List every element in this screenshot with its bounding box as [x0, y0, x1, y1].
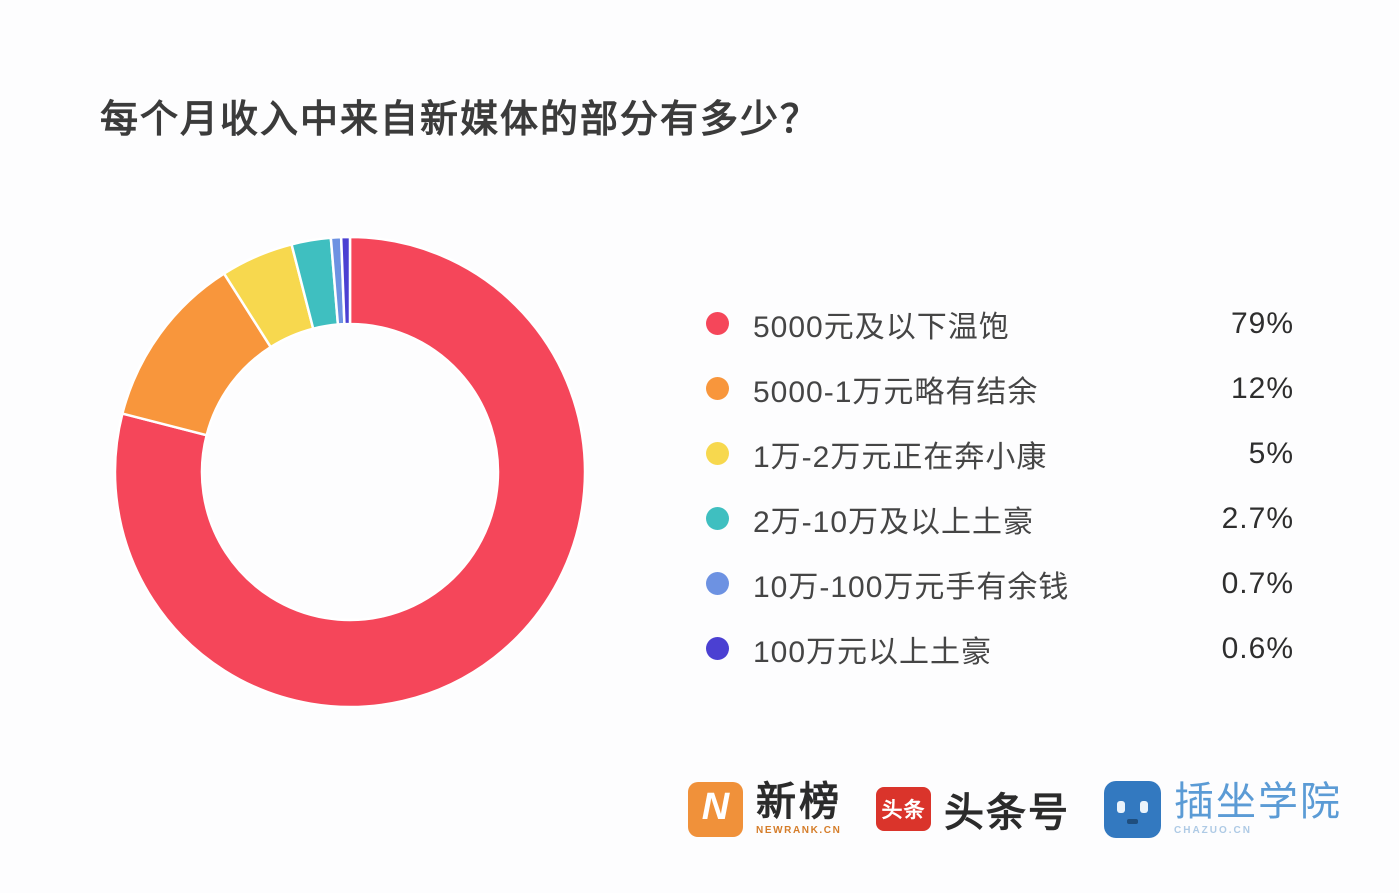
- toutiao-icon-text: 头条: [881, 799, 926, 822]
- legend-label: 10万-100万元手有余钱: [753, 570, 1070, 604]
- legend-row-1: 5000元及以下温饱 79%: [706, 291, 1294, 356]
- robot-eye-right: [1140, 800, 1148, 813]
- legend-value: 5%: [1248, 436, 1294, 470]
- legend-dot: [706, 637, 729, 660]
- legend-value: 2.7%: [1221, 501, 1294, 535]
- legend-row-3: 1万-2万元正在奔小康 5%: [706, 421, 1294, 486]
- legend-row-2: 5000-1万元略有结余 12%: [706, 356, 1294, 421]
- legend-value: 79%: [1230, 306, 1294, 340]
- legend-row-6: 100万元以上土豪 0.6%: [706, 616, 1294, 681]
- legend-value: 0.6%: [1221, 631, 1294, 665]
- legend-value: 0.7%: [1221, 566, 1294, 600]
- chazuo-name: 插坐学院: [1174, 780, 1342, 824]
- robot-face-icon: [1104, 780, 1161, 838]
- toutiao-icon: 头条: [876, 787, 931, 831]
- legend-dot: [706, 442, 729, 465]
- chazuo-subtext: CHAZUO.CN: [1174, 825, 1252, 836]
- legend-dot: [706, 572, 729, 595]
- legend-label: 100万元以上土豪: [753, 635, 993, 669]
- legend-dot: [706, 377, 729, 400]
- toutiao-logo: 头条 头条号: [876, 780, 1070, 838]
- legend-label: 1万-2万元正在奔小康: [753, 440, 1048, 474]
- donut-slice-6: [339, 235, 352, 326]
- chazuo-logo: 插坐学院 CHAZUO.CN: [1104, 780, 1342, 838]
- newrank-subtext: NEWRANK.CN: [756, 825, 842, 836]
- newrank-icon-letter: N: [701, 785, 730, 828]
- legend-label: 5000元及以下温饱: [753, 310, 1010, 344]
- legend-dot: [706, 507, 729, 530]
- robot-mouth: [1127, 818, 1138, 824]
- donut-chart-svg: [113, 235, 587, 709]
- newrank-name: 新榜: [756, 780, 842, 824]
- newrank-logo: N 新榜 NEWRANK.CN: [688, 780, 842, 837]
- legend-value: 12%: [1230, 371, 1294, 405]
- robot-eye-left: [1117, 800, 1125, 813]
- donut-chart: [112, 234, 588, 710]
- chart-legend: 5000元及以下温饱 79% 5000-1万元略有结余 12% 1万-2万元正在…: [706, 291, 1294, 681]
- newrank-lightning-n-icon: N: [688, 781, 743, 837]
- legend-label: 2万-10万及以上土豪: [753, 505, 1035, 539]
- legend-row-4: 2万-10万及以上土豪 2.7%: [706, 486, 1294, 551]
- legend-dot: [706, 312, 729, 335]
- donut-slice-1: [113, 235, 587, 709]
- legend-label: 5000-1万元略有结余: [753, 375, 1039, 409]
- page-title: 每个月收入中来自新媒体的部分有多少？: [100, 99, 821, 141]
- legend-row-5: 10万-100万元手有余钱 0.7%: [706, 551, 1294, 616]
- footer-brands: N 新榜 NEWRANK.CN 头条 头条号 插坐学院 CHAZUO.CN: [688, 774, 1342, 844]
- toutiao-name: 头条号: [944, 791, 1070, 835]
